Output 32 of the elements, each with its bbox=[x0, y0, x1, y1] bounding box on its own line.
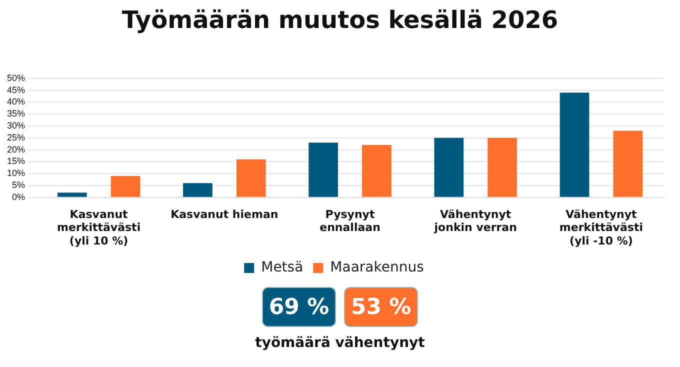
bar bbox=[183, 183, 212, 197]
x-tick-label: Pysynyt ennallaan bbox=[320, 208, 380, 234]
text: 69 % bbox=[262, 287, 336, 327]
y-tick-label: 5% bbox=[12, 180, 26, 190]
bar bbox=[110, 176, 140, 197]
bar bbox=[434, 138, 464, 197]
legend-label: Metsä bbox=[261, 260, 304, 276]
y-tick-label: 50% bbox=[7, 72, 26, 83]
bar bbox=[236, 159, 266, 197]
x-tick-label: Kasvanut hieman bbox=[170, 208, 278, 221]
y-tick-label: 25% bbox=[7, 132, 26, 142]
y-tick-label: 20% bbox=[7, 144, 26, 154]
chart-title: Työmäärän muutos kesällä 2026 bbox=[120, 6, 560, 34]
y-tick-label: 0% bbox=[12, 192, 26, 202]
x-tick-label: Vähentynyt jonkin verran bbox=[433, 208, 517, 234]
text: työmäärä vähentynyt bbox=[254, 335, 426, 351]
y-tick-label: 10% bbox=[7, 168, 26, 178]
x-tick-label: Vähentynyt merkittävästi (yli -10 %) bbox=[559, 208, 643, 248]
bar bbox=[488, 138, 517, 197]
bar bbox=[560, 92, 590, 197]
text: 53 % bbox=[344, 287, 418, 327]
y-tick-label: 30% bbox=[7, 120, 26, 130]
bar bbox=[362, 145, 392, 197]
y-tick-label: 45% bbox=[7, 84, 26, 95]
y-tick-label: 40% bbox=[7, 96, 26, 107]
bar bbox=[57, 192, 87, 197]
bar bbox=[308, 142, 338, 197]
bar bbox=[613, 130, 643, 197]
x-tick-label: Kasvanut merkittävästi (yli 10 %) bbox=[57, 208, 141, 248]
y-tick-label: 35% bbox=[7, 108, 26, 119]
legend-label: Maarakennus bbox=[330, 260, 424, 276]
y-tick-label: 15% bbox=[7, 156, 26, 166]
